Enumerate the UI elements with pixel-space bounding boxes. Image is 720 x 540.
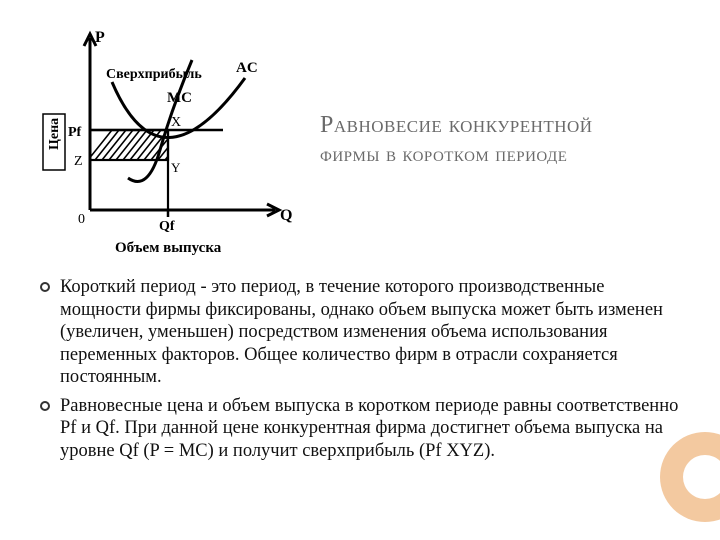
bullet-text-1: Короткий период - это период, в течение … [60,276,680,389]
decorative-circle [660,432,720,522]
bullet-text-2: Равновесные цена и объем выпуска в корот… [60,395,680,463]
ac-curve-label: AC [236,60,258,76]
body-content: Короткий период - это период, в течение … [40,276,680,463]
list-item: Равновесные цена и объем выпуска в корот… [40,395,680,463]
x-axis-title: Объем выпуска [115,240,222,256]
pf-label: Pf [68,125,82,140]
slide-title: Равновесие конкурентной фирмы в коротком… [320,20,680,168]
y-point-label: Y [171,160,181,175]
chart-container: P Q 0 Pf Z X Y Qf AC MC Сверхприбыль Цен… [40,20,300,262]
y-axis-title: Цена [47,118,62,150]
bullet-icon [40,401,50,411]
mc-curve-label: MC [167,90,192,106]
origin-label: 0 [78,212,85,227]
bullet-icon [40,282,50,292]
profit-area-label: Сверхприбыль [106,67,202,82]
list-item: Короткий период - это период, в течение … [40,276,680,389]
p-axis-label: P [95,29,105,46]
title-line-2: фирмы в коротком периоде [320,141,567,166]
q-axis-label: Q [280,207,292,224]
z-label: Z [74,154,83,169]
x-point-label: X [171,115,181,130]
qf-label: Qf [159,219,175,234]
title-line-1: Равновесие конкурентной [320,112,593,138]
equilibrium-chart: P Q 0 Pf Z X Y Qf AC MC Сверхприбыль Цен… [40,20,300,262]
